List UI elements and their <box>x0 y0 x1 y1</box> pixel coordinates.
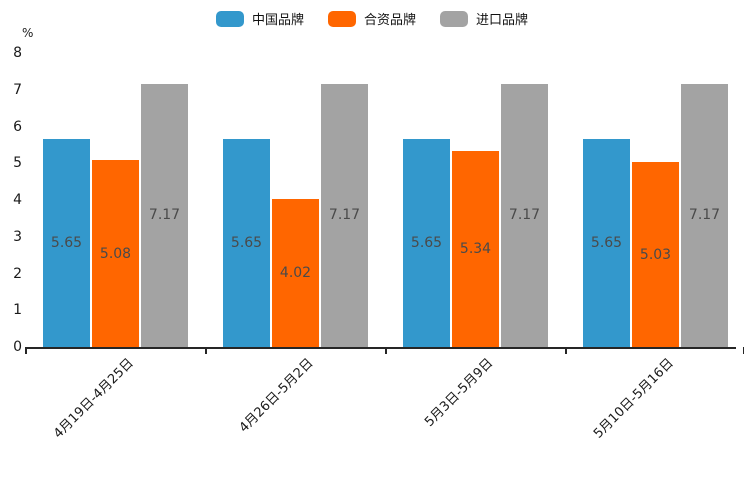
legend-swatch-icon <box>215 10 244 27</box>
bar-合资品牌-4[interactable]: 5.03 <box>632 162 679 347</box>
bar-value-label: 5.65 <box>410 235 443 252</box>
y-tick-label: 0 <box>13 339 22 355</box>
x-category-label: 5月3日-5月9日 <box>422 355 497 430</box>
y-tick-label: 1 <box>13 302 22 319</box>
y-tick-label: 8 <box>13 45 22 61</box>
x-axis-tick <box>205 347 207 354</box>
bar-value-label: 7.17 <box>328 207 361 224</box>
legend-swatch-icon <box>440 10 468 27</box>
legend-swatch-icon <box>327 10 356 27</box>
bar-合资品牌-3[interactable]: 5.34 <box>452 150 499 347</box>
x-category-label: 4月26日-5月2日 <box>236 355 317 436</box>
y-tick-label: 2 <box>13 265 22 282</box>
bar-value-label: 4.02 <box>279 265 312 282</box>
y-tick-label: 5 <box>13 155 22 172</box>
legend: 中国品牌 合资品牌 进口品牌 <box>0 9 744 28</box>
legend-item-3[interactable]: 进口品牌 <box>440 9 528 28</box>
bar-value-label: 7.17 <box>688 207 721 224</box>
bar-value-label: 5.65 <box>50 235 83 252</box>
x-axis-tick <box>25 347 27 354</box>
bar-合资品牌-1[interactable]: 5.08 <box>92 160 139 347</box>
y-tick-label: 4 <box>13 192 22 208</box>
y-tick-label: 3 <box>13 228 22 245</box>
bar-进口品牌-2[interactable]: 7.17 <box>321 83 368 347</box>
x-axis-line <box>25 347 736 349</box>
bar-进口品牌-1[interactable]: 7.17 <box>141 83 188 347</box>
y-axis-unit-label: % <box>22 26 34 40</box>
bar-中国品牌-2[interactable]: 5.65 <box>223 139 270 347</box>
legend-item-2[interactable]: 合资品牌 <box>327 9 416 28</box>
y-tick-label: 7 <box>13 81 22 98</box>
bar-进口品牌-3[interactable]: 7.17 <box>501 83 548 347</box>
bar-value-label: 5.34 <box>459 240 492 257</box>
bar-value-label: 5.65 <box>590 235 623 252</box>
bar-进口品牌-4[interactable]: 7.17 <box>681 83 728 347</box>
legend-label: 合资品牌 <box>363 13 416 28</box>
bar-value-label: 7.17 <box>148 207 181 224</box>
x-axis-tick <box>385 347 387 354</box>
bar-value-label: 7.17 <box>508 207 541 224</box>
x-category-label: 4月19日-4月25日 <box>50 355 137 442</box>
legend-label: 进口品牌 <box>476 13 529 28</box>
x-category-label: 5月10日-5月16日 <box>590 355 677 442</box>
bar-合资品牌-2[interactable]: 4.02 <box>272 199 319 347</box>
y-tick-label: 6 <box>13 118 22 135</box>
x-axis-tick <box>565 347 567 354</box>
bar-中国品牌-1[interactable]: 5.65 <box>43 139 90 347</box>
bar-value-label: 5.03 <box>639 246 672 263</box>
bar-value-label: 5.08 <box>99 245 132 262</box>
bar-中国品牌-4[interactable]: 5.65 <box>583 139 630 347</box>
bar-value-label: 5.65 <box>230 235 263 252</box>
legend-item-1[interactable]: 中国品牌 <box>215 9 304 28</box>
bar-中国品牌-3[interactable]: 5.65 <box>403 139 450 347</box>
legend-label: 中国品牌 <box>251 13 304 28</box>
